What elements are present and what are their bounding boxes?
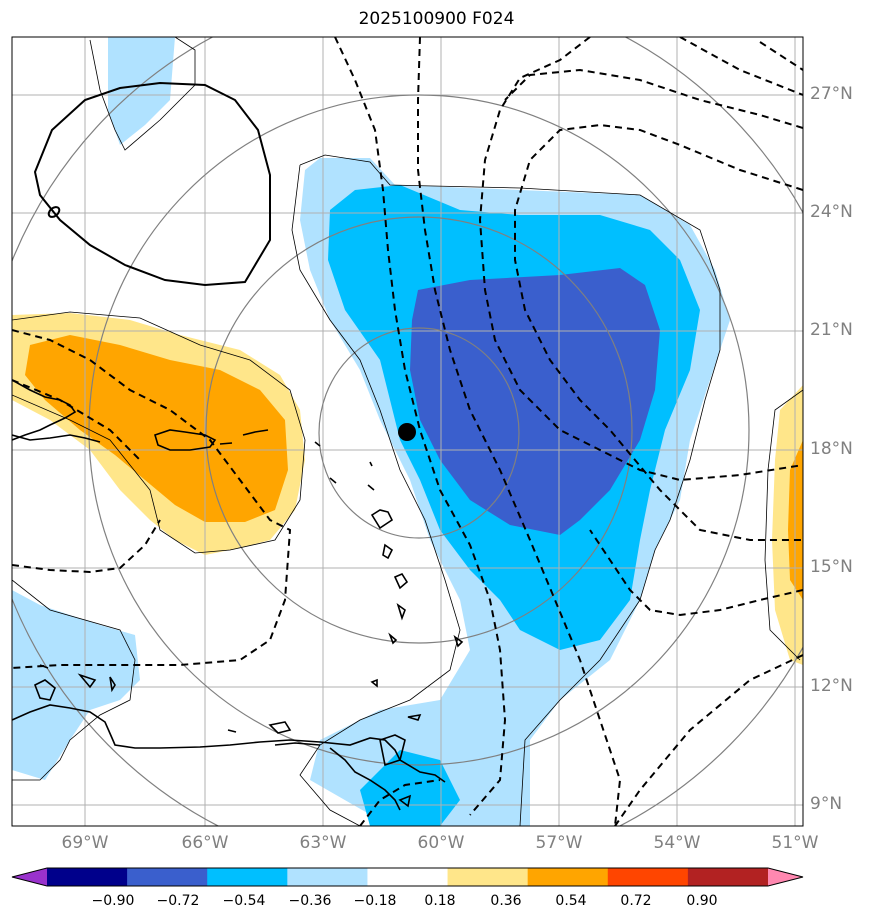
- colorbar-tick: −0.90: [91, 893, 135, 909]
- lon-label: 66°W: [181, 833, 229, 853]
- lat-label: 9°N: [810, 794, 843, 814]
- colorbar-tick: 0.54: [555, 893, 587, 909]
- lon-label: 57°W: [535, 833, 583, 853]
- colorbar-cell: [527, 868, 609, 886]
- map-canvas: [11, 36, 804, 827]
- colorbar-extend-high: [768, 868, 803, 886]
- lon-label: 54°W: [653, 833, 701, 853]
- solid-contour: [33, 81, 271, 287]
- colorbar-cell: [207, 868, 288, 886]
- distance-rings: [12, 37, 803, 826]
- colorbar-cell: [47, 868, 128, 886]
- lon-label: 63°W: [299, 833, 347, 853]
- colorbar: [11, 867, 804, 887]
- lat-label: 27°N: [810, 84, 853, 104]
- anomaly-fill-royal-blue: [410, 268, 660, 535]
- colorbar-tick: −0.72: [156, 893, 200, 909]
- thin-contours: [12, 37, 803, 826]
- colorbar-extend-low: [12, 868, 47, 886]
- colorbar-cell: [127, 868, 208, 886]
- graticule: [12, 37, 803, 826]
- colorbar-tick: 0.90: [686, 893, 718, 909]
- lat-label: 24°N: [810, 202, 853, 222]
- colorbar-tick: 0.36: [490, 893, 522, 909]
- colorbar-cell: [447, 868, 529, 886]
- map-title: 2025100900 F024: [358, 9, 515, 29]
- lat-label: 21°N: [810, 320, 853, 340]
- lon-label: 69°W: [61, 833, 109, 853]
- coastlines: [12, 379, 464, 811]
- lat-label: 12°N: [810, 676, 853, 696]
- storm-center-marker: [398, 423, 416, 441]
- colorbar-tick: −0.36: [288, 893, 332, 909]
- colorbar-tick: −0.54: [222, 893, 266, 909]
- lon-label: 60°W: [417, 833, 465, 853]
- colorbar-cell: [367, 868, 449, 886]
- colorbar-cell: [687, 868, 769, 886]
- colorbar-tick: 0.72: [620, 893, 652, 909]
- lat-label: 15°N: [810, 557, 853, 577]
- colorbar-tick: −0.18: [353, 893, 397, 909]
- colorbar-tick: 0.18: [424, 893, 456, 909]
- dashed-contours: [12, 37, 803, 826]
- lat-label: 18°N: [810, 439, 853, 459]
- lon-label: 51°W: [771, 833, 819, 853]
- colorbar-cell: [607, 868, 689, 886]
- colorbar-cell: [287, 868, 368, 886]
